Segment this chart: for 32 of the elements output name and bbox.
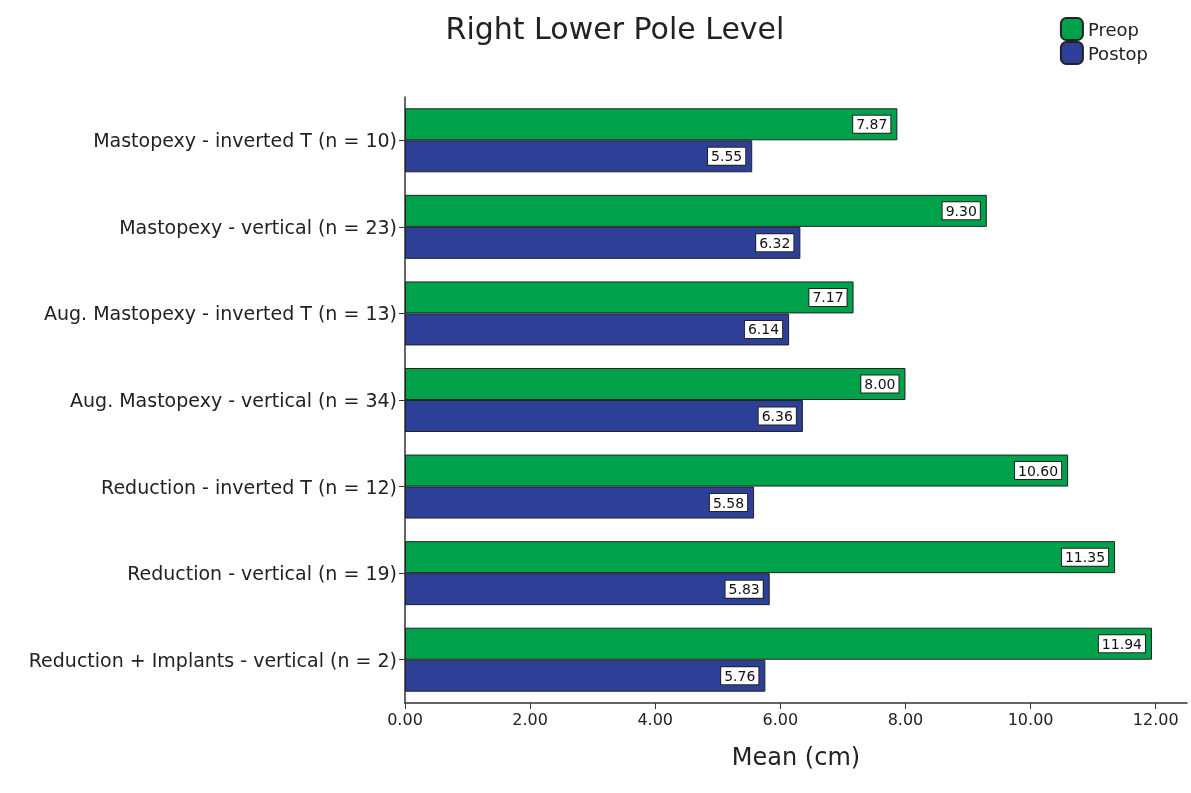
legend-label: Postop xyxy=(1087,42,1149,64)
chart-title: Right Lower Pole Level xyxy=(445,10,785,46)
x-axis-title: Mean (cm) xyxy=(731,743,861,771)
y-tick-label: Aug. Mastopexy - inverted T (n = 13) xyxy=(43,302,397,325)
data-label: 6.14 xyxy=(747,321,780,338)
data-label: 5.55 xyxy=(711,148,743,165)
data-label: 11.35 xyxy=(1064,549,1106,566)
y-tick-label: Mastopexy - inverted T (n = 10) xyxy=(93,129,397,152)
x-tick-label: 4.00 xyxy=(637,709,674,729)
x-tick-label: 0.00 xyxy=(387,709,423,729)
y-tick-label: Reduction - vertical (n = 19) xyxy=(127,562,397,585)
data-label: 5.76 xyxy=(724,667,756,684)
x-tick-label: 6.00 xyxy=(762,709,799,729)
y-tick-label: Aug. Mastopexy - vertical (n = 34) xyxy=(70,389,397,411)
data-label: 6.32 xyxy=(759,234,791,251)
x-tick-label: 8.00 xyxy=(887,709,924,729)
x-tick-label: 12.00 xyxy=(1132,709,1179,729)
data-label: 5.83 xyxy=(728,581,760,598)
data-label: 8.00 xyxy=(864,376,896,392)
x-tick-label: 10.00 xyxy=(1007,709,1054,729)
data-label: 5.58 xyxy=(712,494,745,511)
y-tick-label: Reduction + Implants - vertical (n = 2) xyxy=(28,648,397,671)
data-label: 6.36 xyxy=(761,408,793,424)
x-tick-label: 2.00 xyxy=(512,709,548,729)
data-label: 9.30 xyxy=(945,202,977,219)
y-tick-label: Mastopexy - vertical (n = 23) xyxy=(119,215,397,238)
y-tick-label: Reduction - inverted T (n = 12) xyxy=(101,475,397,498)
data-label: 7.87 xyxy=(856,116,888,133)
data-label: 7.17 xyxy=(812,289,844,306)
data-label: 10.60 xyxy=(1018,462,1059,479)
data-label: 11.94 xyxy=(1101,635,1143,652)
legend-label: Preop xyxy=(1087,18,1139,40)
